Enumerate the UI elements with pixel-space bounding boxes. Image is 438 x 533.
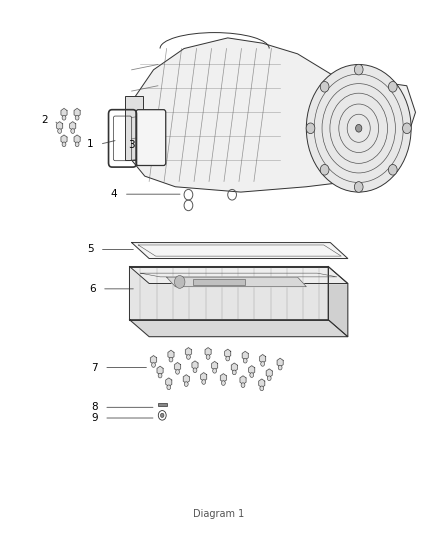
Circle shape (243, 358, 247, 363)
Circle shape (176, 369, 180, 374)
Circle shape (75, 142, 79, 147)
Circle shape (354, 182, 363, 192)
Polygon shape (61, 108, 67, 117)
Circle shape (267, 376, 271, 381)
Polygon shape (266, 369, 272, 377)
Circle shape (58, 128, 62, 133)
FancyBboxPatch shape (125, 96, 143, 160)
Polygon shape (74, 108, 80, 117)
Text: 8: 8 (91, 402, 98, 413)
Polygon shape (174, 362, 180, 371)
Circle shape (222, 381, 225, 385)
Circle shape (71, 128, 74, 133)
Ellipse shape (356, 124, 362, 132)
Polygon shape (130, 320, 348, 337)
Circle shape (184, 382, 188, 386)
Circle shape (187, 354, 191, 359)
Polygon shape (277, 358, 283, 367)
Circle shape (160, 413, 164, 417)
Polygon shape (132, 243, 348, 259)
Circle shape (75, 116, 79, 120)
Text: 9: 9 (91, 413, 98, 423)
Circle shape (278, 365, 282, 370)
Ellipse shape (306, 64, 411, 192)
Polygon shape (185, 348, 191, 356)
Polygon shape (201, 373, 207, 381)
Circle shape (167, 385, 171, 390)
Polygon shape (130, 266, 328, 320)
Polygon shape (260, 354, 266, 363)
Circle shape (354, 64, 363, 75)
Text: 4: 4 (111, 189, 117, 199)
Circle shape (389, 165, 397, 175)
Circle shape (158, 373, 162, 378)
Circle shape (152, 362, 155, 367)
Text: 7: 7 (91, 362, 98, 373)
Polygon shape (225, 349, 231, 358)
Polygon shape (158, 403, 166, 406)
Circle shape (306, 123, 315, 134)
Circle shape (261, 361, 265, 366)
Polygon shape (231, 363, 237, 372)
Text: 2: 2 (41, 115, 48, 125)
Polygon shape (183, 375, 189, 383)
Circle shape (320, 165, 329, 175)
Polygon shape (130, 266, 348, 284)
Polygon shape (249, 366, 255, 374)
Circle shape (241, 383, 245, 387)
Bar (193, 279, 245, 285)
Polygon shape (157, 366, 163, 375)
Circle shape (169, 357, 173, 362)
Circle shape (206, 354, 210, 359)
Polygon shape (192, 361, 198, 369)
Polygon shape (61, 135, 67, 143)
Circle shape (260, 386, 264, 391)
Text: 3: 3 (128, 140, 135, 150)
Polygon shape (220, 374, 226, 382)
Circle shape (62, 142, 66, 147)
FancyBboxPatch shape (136, 110, 166, 165)
Circle shape (233, 370, 236, 375)
Polygon shape (168, 350, 174, 359)
Circle shape (403, 123, 411, 134)
Text: 5: 5 (87, 245, 93, 254)
Polygon shape (70, 122, 76, 130)
Polygon shape (242, 351, 248, 360)
Polygon shape (151, 356, 156, 364)
Polygon shape (166, 277, 306, 287)
Polygon shape (57, 122, 63, 130)
Polygon shape (132, 38, 416, 192)
Polygon shape (328, 266, 348, 337)
Circle shape (320, 82, 329, 92)
Text: 6: 6 (89, 284, 95, 294)
Polygon shape (240, 376, 246, 384)
Circle shape (250, 373, 254, 377)
Text: 1: 1 (87, 139, 93, 149)
Polygon shape (205, 348, 211, 356)
Circle shape (213, 368, 216, 373)
Polygon shape (166, 378, 172, 386)
Circle shape (389, 82, 397, 92)
Circle shape (193, 368, 197, 373)
Circle shape (174, 276, 185, 288)
Text: Diagram 1: Diagram 1 (193, 509, 245, 519)
Polygon shape (74, 135, 80, 143)
Polygon shape (259, 379, 265, 387)
Polygon shape (212, 361, 218, 370)
Circle shape (202, 379, 205, 384)
Circle shape (226, 356, 230, 361)
Circle shape (62, 116, 66, 120)
